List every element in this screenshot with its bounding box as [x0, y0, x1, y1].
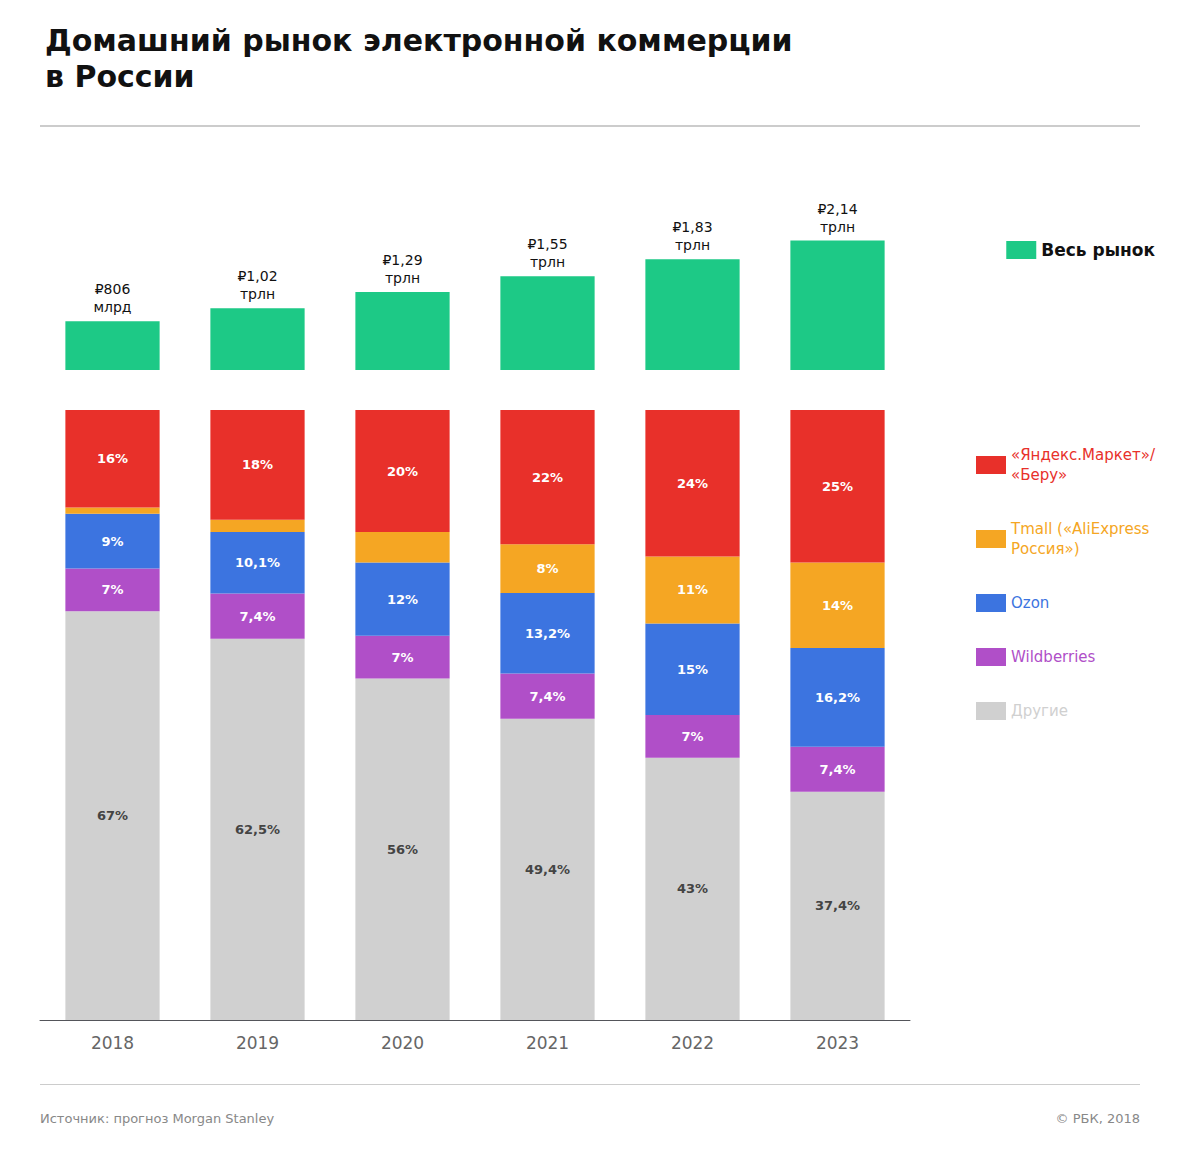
- svg-text:Россия»): Россия»): [1011, 540, 1080, 558]
- svg-text:2022: 2022: [671, 1033, 714, 1053]
- svg-text:трлн: трлн: [820, 219, 855, 235]
- svg-text:10,1%: 10,1%: [235, 555, 280, 570]
- svg-text:22%: 22%: [532, 470, 563, 485]
- svg-text:млрд: млрд: [93, 299, 131, 315]
- svg-text:43%: 43%: [677, 881, 708, 896]
- svg-text:13,2%: 13,2%: [525, 626, 570, 641]
- svg-text:7%: 7%: [101, 582, 123, 597]
- svg-text:© РБК, 2018: © РБК, 2018: [1056, 1111, 1140, 1126]
- svg-text:трлн: трлн: [240, 286, 275, 302]
- svg-text:₽1,02: ₽1,02: [237, 268, 277, 284]
- svg-text:18%: 18%: [242, 457, 273, 472]
- svg-text:₽806: ₽806: [95, 281, 131, 297]
- svg-text:₽1,29: ₽1,29: [382, 252, 422, 268]
- svg-text:в России: в России: [45, 59, 195, 94]
- svg-text:Весь рынок: Весь рынок: [1041, 240, 1155, 260]
- svg-text:трлн: трлн: [675, 237, 710, 253]
- svg-text:56%: 56%: [387, 842, 418, 857]
- svg-text:49,4%: 49,4%: [525, 862, 570, 877]
- svg-text:Ozon: Ozon: [1011, 594, 1049, 612]
- svg-text:Wildberries: Wildberries: [1011, 648, 1096, 666]
- svg-text:Источник: прогноз Morgan Stanl: Источник: прогноз Morgan Stanley: [40, 1111, 274, 1126]
- svg-text:₽1,55: ₽1,55: [527, 236, 567, 252]
- svg-text:7,4%: 7,4%: [239, 609, 275, 624]
- svg-text:₽2,14: ₽2,14: [817, 201, 857, 217]
- svg-text:«Беру»: «Беру»: [1011, 466, 1067, 484]
- svg-text:7,4%: 7,4%: [529, 689, 565, 704]
- svg-text:8%: 8%: [536, 561, 558, 576]
- svg-text:62,5%: 62,5%: [235, 822, 280, 837]
- svg-text:«Яндекс.Маркет»/: «Яндекс.Маркет»/: [1011, 446, 1156, 464]
- svg-text:16%: 16%: [97, 451, 128, 466]
- svg-text:2019: 2019: [236, 1033, 279, 1053]
- svg-text:16,2%: 16,2%: [815, 690, 860, 705]
- svg-text:15%: 15%: [677, 662, 708, 677]
- svg-text:₽1,83: ₽1,83: [672, 219, 712, 235]
- svg-text:7%: 7%: [391, 650, 413, 665]
- svg-text:9%: 9%: [101, 534, 123, 549]
- svg-text:12%: 12%: [387, 592, 418, 607]
- svg-text:67%: 67%: [97, 808, 128, 823]
- svg-text:11%: 11%: [677, 582, 708, 597]
- svg-text:трлн: трлн: [385, 270, 420, 286]
- svg-text:Домашний рынок электронной ком: Домашний рынок электронной коммерции: [45, 23, 793, 58]
- svg-text:2020: 2020: [381, 1033, 424, 1053]
- svg-text:2018: 2018: [91, 1033, 134, 1053]
- svg-text:24%: 24%: [677, 476, 708, 491]
- svg-text:2023: 2023: [816, 1033, 859, 1053]
- svg-text:2021: 2021: [526, 1033, 569, 1053]
- svg-text:7,4%: 7,4%: [819, 762, 855, 777]
- svg-text:25%: 25%: [822, 479, 853, 494]
- svg-text:14%: 14%: [822, 598, 853, 613]
- svg-text:7%: 7%: [681, 729, 703, 744]
- svg-text:Tmall («AliExpress: Tmall («AliExpress: [1010, 520, 1149, 538]
- svg-text:Другие: Другие: [1011, 702, 1068, 720]
- svg-text:трлн: трлн: [530, 254, 565, 270]
- svg-text:37,4%: 37,4%: [815, 898, 860, 913]
- svg-text:20%: 20%: [387, 464, 418, 479]
